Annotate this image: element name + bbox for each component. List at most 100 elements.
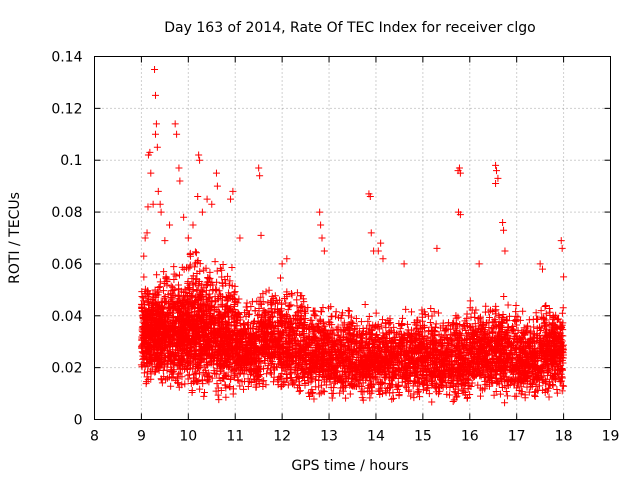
data-point (365, 313, 373, 321)
data-point (259, 383, 267, 391)
data-point (240, 361, 248, 369)
data-point (284, 306, 292, 314)
data-point (151, 316, 159, 324)
data-point (143, 297, 151, 305)
data-point (268, 345, 276, 353)
data-point (234, 376, 242, 384)
data-point (193, 286, 201, 294)
data-point (291, 327, 299, 335)
data-point (191, 248, 199, 256)
data-point (198, 327, 206, 335)
data-point (328, 312, 336, 320)
data-point (151, 286, 159, 294)
data-point (144, 287, 152, 295)
data-point (186, 364, 194, 372)
data-point (345, 307, 353, 315)
data-point (139, 315, 147, 323)
data-point (185, 264, 193, 272)
data-point (312, 333, 320, 341)
data-point (231, 296, 239, 304)
data-point (201, 388, 209, 396)
data-point (294, 337, 302, 345)
data-point (188, 275, 196, 283)
data-point (267, 322, 275, 330)
data-point (195, 364, 203, 372)
data-point (428, 398, 436, 406)
data-point (172, 339, 180, 347)
data-point (279, 320, 287, 328)
data-point (224, 297, 232, 305)
data-point (138, 348, 146, 356)
data-point (388, 395, 396, 403)
data-point (265, 286, 273, 294)
data-point (163, 328, 171, 336)
data-point (216, 290, 224, 298)
data-point (149, 300, 157, 308)
data-point (283, 291, 291, 299)
data-point (248, 335, 256, 343)
data-point (167, 282, 175, 290)
data-points (137, 65, 568, 407)
data-point (182, 289, 190, 297)
data-point (170, 332, 178, 340)
data-point (260, 365, 268, 373)
data-point (255, 320, 263, 328)
data-point (202, 316, 210, 324)
data-point (259, 290, 267, 298)
data-point (279, 380, 287, 388)
data-point (195, 314, 203, 322)
data-point (176, 323, 184, 331)
data-point (226, 277, 234, 285)
data-point (231, 282, 239, 290)
data-point (261, 332, 269, 340)
data-point (215, 396, 223, 404)
data-point (200, 355, 208, 363)
data-point (220, 362, 228, 370)
data-point (151, 368, 159, 376)
data-point (283, 339, 291, 347)
data-point (178, 341, 186, 349)
data-point (232, 322, 240, 330)
data-point (286, 322, 294, 330)
data-point (237, 366, 245, 374)
data-point (284, 347, 292, 355)
data-point (279, 328, 287, 336)
data-point (212, 331, 220, 339)
data-point (218, 266, 226, 274)
data-point (247, 324, 255, 332)
data-point (222, 357, 230, 365)
data-point (222, 302, 230, 310)
data-point (209, 287, 217, 295)
data-point (209, 361, 217, 369)
data-point (243, 307, 251, 315)
data-point (142, 294, 150, 302)
data-point (255, 355, 263, 363)
data-point (244, 321, 252, 329)
data-point (147, 305, 155, 313)
data-point (291, 312, 299, 320)
data-point (191, 328, 199, 336)
data-point (320, 388, 328, 396)
data-point (203, 308, 211, 316)
data-point (243, 344, 251, 352)
data-point (199, 325, 207, 333)
data-point (161, 292, 169, 300)
data-point (186, 334, 194, 342)
data-point (234, 299, 242, 307)
data-point (449, 398, 457, 406)
data-point (166, 304, 174, 312)
data-point (424, 312, 432, 320)
data-point (240, 370, 248, 378)
data-point (283, 352, 291, 360)
data-point (175, 383, 183, 391)
data-point (257, 300, 265, 308)
data-point (148, 320, 156, 328)
data-point (298, 328, 306, 336)
data-point (177, 336, 185, 344)
data-point (259, 338, 267, 346)
data-point (361, 301, 369, 309)
data-point (251, 307, 259, 315)
data-point (262, 381, 270, 389)
data-point (169, 283, 177, 291)
data-point (162, 322, 170, 330)
